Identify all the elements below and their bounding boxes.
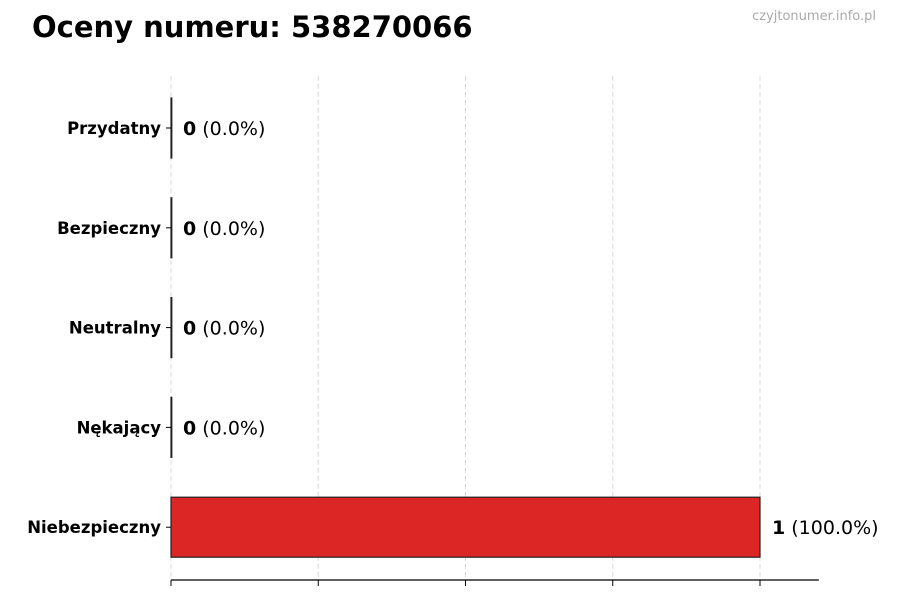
watermark: czyjtonumer.info.pl (752, 9, 876, 24)
data-label-count: 0 (183, 318, 196, 340)
data-label-percent: (0.0%) (196, 218, 265, 240)
category-label: Neutralny (69, 319, 161, 338)
data-label-count: 0 (183, 118, 196, 140)
data-label: 0 (0.0%) (183, 417, 265, 439)
data-label-count: 1 (772, 517, 785, 539)
data-label: 0 (0.0%) (183, 118, 265, 140)
category-label: Nękający (77, 418, 162, 437)
category-label: Bezpieczny (57, 219, 161, 238)
data-label-percent: (0.0%) (196, 118, 265, 140)
bar (170, 396, 173, 458)
data-label-count: 0 (183, 417, 196, 439)
bar (170, 97, 173, 159)
category-label: Przydatny (67, 119, 161, 138)
chart-title: Oceny numeru: 538270066 (32, 10, 473, 44)
bar (170, 496, 761, 558)
data-label: 0 (0.0%) (183, 318, 265, 340)
data-label: 1 (100.0%) (772, 517, 879, 539)
data-label: 0 (0.0%) (183, 218, 265, 240)
data-label-percent: (100.0%) (785, 517, 878, 539)
bar (170, 197, 173, 259)
data-label-percent: (0.0%) (196, 318, 265, 340)
category-label: Niebezpieczny (27, 518, 161, 537)
data-label-percent: (0.0%) (196, 417, 265, 439)
bar (170, 297, 173, 359)
data-label-count: 0 (183, 218, 196, 240)
